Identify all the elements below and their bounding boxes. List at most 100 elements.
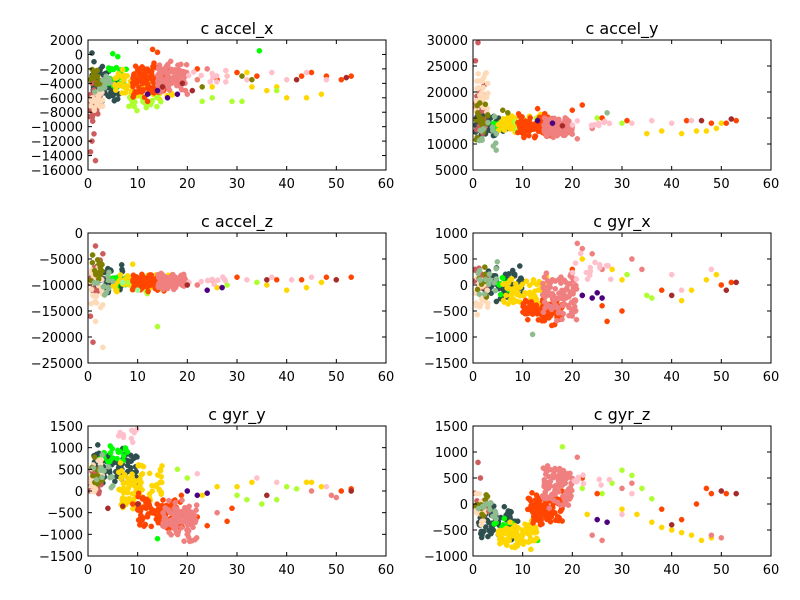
data-point: [103, 79, 109, 86]
y-tick-label: −12000: [31, 135, 83, 150]
data-point: [557, 508, 564, 515]
data-point: [540, 509, 547, 516]
data-point: [239, 98, 245, 105]
data-point: [115, 469, 122, 476]
data-point: [189, 87, 196, 94]
data-point: [107, 443, 114, 449]
data-point: [129, 439, 136, 446]
data-point: [517, 124, 523, 131]
data-point: [318, 91, 325, 97]
subplot-5: 0 10 20 30 40 50 60 −1500 −1000 −500 0 500 1000 1500 c…: [39, 405, 394, 578]
data-point: [608, 276, 614, 283]
data-point: [161, 273, 167, 280]
chart-title: c accel_z: [201, 212, 273, 232]
data-point: [483, 501, 489, 507]
data-point: [219, 274, 226, 280]
data-point: [533, 525, 539, 532]
data-point: [713, 271, 720, 278]
data-point: [516, 539, 522, 546]
data-point: [733, 117, 740, 124]
data-point: [572, 298, 579, 304]
data-point: [554, 317, 560, 324]
data-point: [493, 265, 500, 272]
data-point: [303, 95, 310, 101]
data-point: [193, 502, 200, 508]
data-point: [572, 260, 579, 266]
data-point: [619, 485, 625, 492]
data-point: [649, 295, 655, 301]
data-point: [174, 531, 181, 538]
data-point: [308, 488, 315, 494]
data-point: [563, 279, 570, 286]
data-point: [733, 490, 740, 497]
data-point: [602, 118, 608, 125]
data-point: [475, 505, 482, 512]
data-point: [92, 270, 99, 277]
data-point: [573, 276, 580, 283]
data-point: [525, 522, 532, 528]
data-point: [273, 87, 280, 94]
x-tick-label: 20: [564, 563, 581, 578]
data-point: [531, 302, 538, 309]
data-point: [110, 50, 116, 57]
data-point: [94, 100, 100, 107]
data-point: [91, 58, 97, 65]
data-point: [162, 522, 169, 528]
data-point: [157, 73, 164, 79]
chart-title: c gyr_y: [208, 405, 266, 425]
data-point: [559, 443, 566, 450]
data-point: [121, 72, 128, 79]
y-tick-label: −8000: [39, 106, 83, 121]
data-point: [179, 497, 185, 504]
data-point: [154, 87, 161, 94]
data-point: [234, 69, 240, 76]
data-point: [147, 272, 153, 278]
data-point: [540, 285, 547, 291]
data-point: [112, 75, 119, 81]
data-point: [555, 309, 562, 316]
data-point: [90, 292, 96, 299]
data-point: [308, 274, 315, 281]
data-point: [678, 130, 685, 137]
data-point: [165, 77, 171, 84]
data-point: [629, 472, 635, 479]
data-point: [204, 522, 210, 529]
y-tick-label: 1000: [50, 442, 83, 457]
x-tick-label: 10: [129, 370, 146, 385]
data-point: [475, 71, 482, 77]
data-point: [534, 117, 541, 124]
data-point: [273, 479, 280, 486]
data-point: [184, 527, 190, 533]
data-point: [477, 78, 484, 84]
data-point: [624, 271, 630, 278]
data-point: [649, 519, 655, 526]
data-point: [644, 292, 650, 299]
data-point: [178, 86, 185, 93]
data-point: [658, 128, 665, 134]
data-point: [693, 501, 700, 507]
data-point: [523, 278, 530, 284]
data-point: [553, 488, 560, 495]
data-point: [723, 120, 730, 126]
data-point: [194, 76, 201, 83]
data-point: [204, 66, 210, 72]
data-point: [134, 501, 141, 507]
data-point: [520, 530, 526, 536]
data-point: [504, 285, 510, 291]
data-point: [117, 460, 124, 466]
data-point: [624, 117, 630, 124]
data-point: [175, 72, 182, 78]
data-point: [166, 87, 173, 93]
data-point: [507, 514, 513, 521]
data-point: [105, 285, 112, 292]
data-point: [485, 533, 491, 540]
data-point: [143, 104, 150, 111]
data-point: [580, 472, 586, 478]
x-tick-label: 20: [564, 177, 581, 192]
subplot-4: 0 10 20 30 40 50 60 −1500 −1000 −500 0 500 1000 c gyr…: [424, 212, 779, 385]
data-point: [528, 298, 535, 305]
data-point: [123, 86, 130, 93]
x-tick-label: 30: [614, 370, 631, 385]
data-point: [528, 546, 534, 553]
